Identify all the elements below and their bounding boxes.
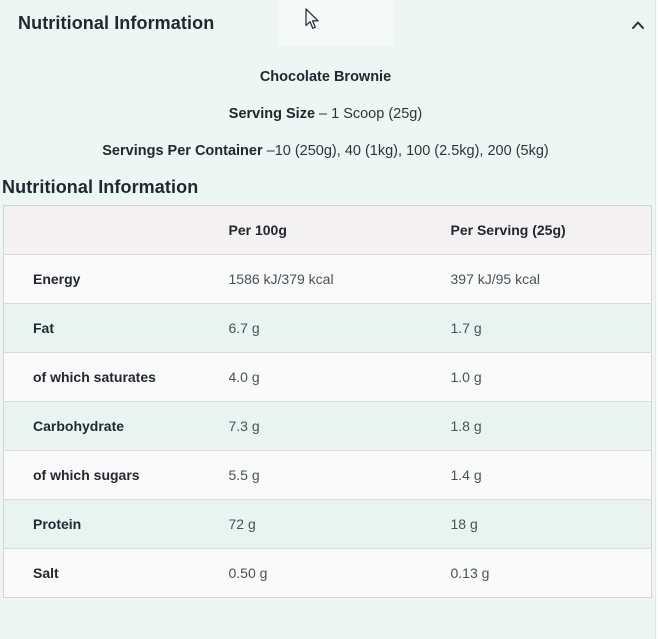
table-row: Energy 1586 kJ/379 kcal 397 kJ/95 kcal xyxy=(3,254,652,304)
serving-size-label: Serving Size xyxy=(228,106,316,122)
table-row: Protein 72 g 18 g xyxy=(3,499,652,549)
nutrient-label-cell: Salt xyxy=(33,565,59,581)
per-serving-column-header: Per Serving (25g) xyxy=(450,222,566,238)
table-row: of which saturates 4.0 g 1.0 g xyxy=(3,352,652,402)
nutritional-information-accordion-header[interactable]: Nutritional Information xyxy=(0,0,658,50)
nutrient-column-header xyxy=(4,206,229,255)
per-100g-cell: 0.50 g xyxy=(228,565,268,581)
nutrition-table-heading: Nutritional Information xyxy=(2,177,199,197)
chevron-up-icon[interactable] xyxy=(631,20,645,30)
serving-size-line: Serving Size – 1 Scoop (25g) xyxy=(0,106,651,122)
per-100g-cell: 1586 kJ/379 kcal xyxy=(228,271,334,287)
nutrient-label-cell: Protein xyxy=(33,516,82,532)
cursor-hover-glow xyxy=(278,0,394,46)
nutrient-label-cell: Energy xyxy=(33,271,81,287)
servings-per-container-value: –10 (250g), 40 (1kg), 100 (2.5kg), 200 (… xyxy=(266,143,549,159)
per-serving-cell: 18 g xyxy=(450,516,478,532)
mouse-cursor-icon xyxy=(305,8,319,29)
table-row: Carbohydrate 7.3 g 1.8 g xyxy=(3,401,652,451)
per-100g-cell: 7.3 g xyxy=(228,418,260,434)
servings-per-container-line: Servings Per Container –10 (250g), 40 (1k… xyxy=(0,143,651,159)
product-flavour: Chocolate Brownie xyxy=(259,69,392,85)
nutrient-label-cell: of which saturates xyxy=(33,369,156,385)
table-header-row: Per 100g Per Serving (25g) xyxy=(3,205,652,255)
serving-size-value: – 1 Scoop (25g) xyxy=(319,106,423,122)
per-100g-column-header: Per 100g xyxy=(228,222,287,238)
nutrition-table: Per 100g Per Serving (25g) Energy 1586 k… xyxy=(3,205,652,598)
per-100g-cell: 72 g xyxy=(228,516,256,532)
per-serving-cell: 1.0 g xyxy=(450,369,482,385)
per-serving-cell: 1.7 g xyxy=(450,320,482,336)
table-row: Fat 6.7 g 1.7 g xyxy=(3,303,652,353)
per-serving-cell: 0.13 g xyxy=(450,565,490,581)
per-serving-cell: 397 kJ/95 kcal xyxy=(450,271,541,287)
nutrient-label-cell: of which sugars xyxy=(33,467,140,483)
per-100g-cell: 4.0 g xyxy=(228,369,260,385)
servings-per-container-label: Servings Per Container xyxy=(102,143,263,159)
accordion-title: Nutritional Information xyxy=(18,13,215,33)
table-row: Salt 0.50 g 0.13 g xyxy=(3,548,652,598)
per-serving-cell: 1.8 g xyxy=(450,418,482,434)
nutrient-label-cell: Carbohydrate xyxy=(33,418,125,434)
table-row: of which sugars 5.5 g 1.4 g xyxy=(3,450,652,500)
per-100g-cell: 6.7 g xyxy=(228,320,260,336)
per-serving-cell: 1.4 g xyxy=(450,467,482,483)
page-edge xyxy=(655,0,658,639)
per-100g-cell: 5.5 g xyxy=(228,467,260,483)
nutrient-label-cell: Fat xyxy=(33,320,54,336)
